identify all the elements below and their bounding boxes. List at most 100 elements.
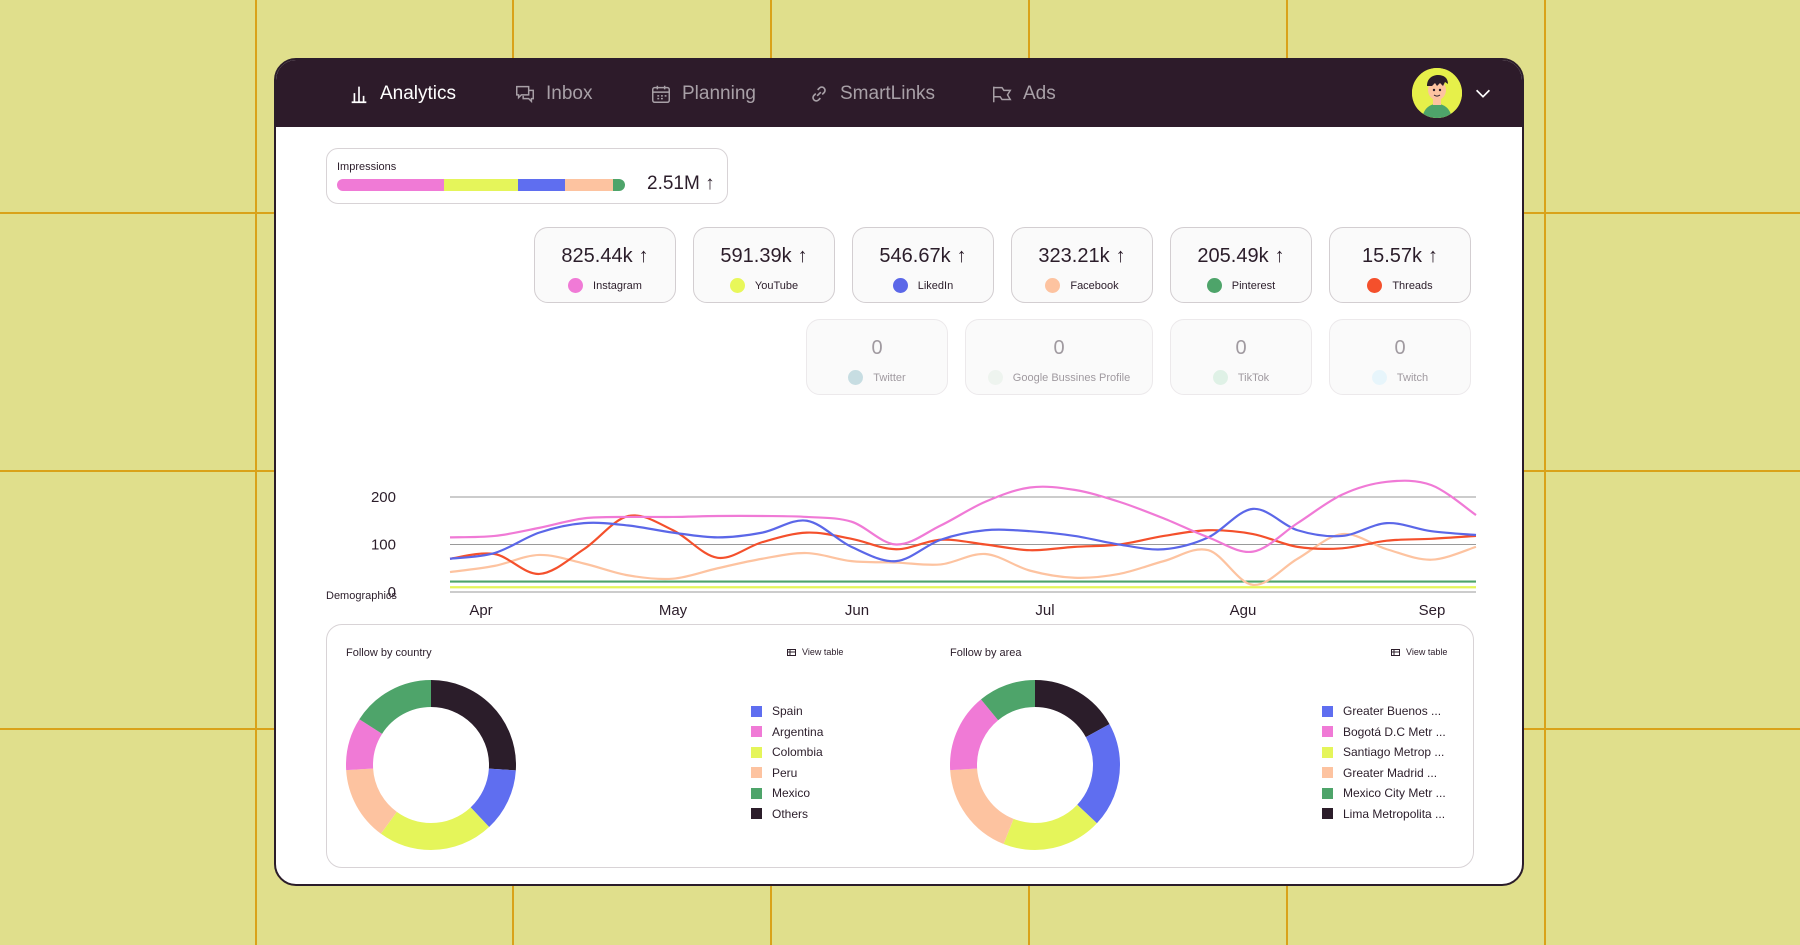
country-legend: Spain Argentina Colombia Peru Mexico Others: [751, 701, 823, 824]
nav-ads[interactable]: Ads: [991, 60, 1056, 127]
network-color-dot: [892, 278, 908, 293]
network-color-dot: [729, 278, 745, 293]
nav-planning[interactable]: Planning: [650, 60, 756, 127]
chat-icon: [516, 85, 534, 103]
nav-smartlinks[interactable]: SmartLinks: [808, 60, 935, 127]
stat-label-row: LikedIn: [853, 278, 993, 293]
stat-card-tiktok[interactable]: 0 TikTok: [1170, 319, 1312, 395]
stat-card-likedin[interactable]: 546.67k ↑ LikedIn: [852, 227, 994, 303]
x-tick-label: Jul: [1035, 602, 1054, 619]
megaphone-icon: [993, 86, 1012, 102]
stat-number: 591.39k: [720, 245, 792, 267]
network-color-dot: [568, 278, 584, 293]
table-icon: [787, 648, 796, 656]
bar-chart-icon: [351, 86, 367, 103]
stat-card-google-bussines-profile[interactable]: 0 Google Bussines Profile: [965, 319, 1153, 395]
legend-label: Lima Metropolita ...: [1343, 806, 1446, 821]
stat-label-row: Twitch: [1330, 370, 1470, 385]
country-view-table-button[interactable]: View table: [787, 647, 843, 657]
legend-label: Spain: [772, 704, 803, 719]
legend-item: Mexico: [751, 783, 823, 804]
stat-card-youtube[interactable]: 591.39k ↑ YouTube: [693, 227, 835, 303]
legend-label: Greater Madrid ...: [1343, 765, 1438, 780]
nav-analytics[interactable]: Analytics: [348, 60, 456, 127]
stat-card-pinterest[interactable]: 205.49k ↑ Pinterest: [1170, 227, 1312, 303]
background-gridline: [1544, 0, 1546, 945]
stat-value: 0: [807, 337, 947, 360]
legend-item: Santiago Metrop ...: [1322, 742, 1446, 763]
stat-label: Facebook: [1070, 279, 1119, 292]
stat-number: 0: [1053, 337, 1065, 359]
stat-value: 591.39k ↑: [694, 245, 834, 268]
stat-value: 0: [966, 337, 1152, 360]
arrow-up-icon: ↑: [956, 245, 967, 267]
y-tick-label: 200: [371, 489, 396, 506]
donut-slice: [950, 680, 1120, 850]
demographics-title: Demographics: [326, 590, 397, 602]
chevron-down-icon[interactable]: [1472, 82, 1494, 104]
legend-label: Greater Buenos ...: [1343, 704, 1442, 719]
view-table-label: View table: [1406, 647, 1448, 657]
impressions-segment: [564, 179, 614, 191]
country-panel-title: Follow by country: [346, 647, 432, 659]
stat-label-row: Instagram: [535, 278, 675, 293]
legend-label: Peru: [772, 765, 798, 780]
legend-swatch: [751, 705, 762, 717]
nav-inbox[interactable]: Inbox: [514, 60, 592, 127]
stat-number: 323.21k: [1038, 245, 1110, 267]
stat-value: 15.57k ↑: [1330, 245, 1470, 268]
area-legend: Greater Buenos ... Bogotá D.C Metr ... San…: [1322, 701, 1446, 824]
stat-label-row: Threads: [1330, 278, 1470, 293]
impressions-card: Impressions 2.51M ↑: [326, 148, 728, 204]
stat-value: 825.44k ↑: [535, 245, 675, 268]
stat-card-instagram[interactable]: 825.44k ↑ Instagram: [534, 227, 676, 303]
legend-swatch: [751, 746, 762, 758]
impressions-segment: [443, 179, 519, 191]
area-donut-chart: [950, 680, 1120, 850]
country-donut-chart: [346, 680, 516, 850]
donut-slice: [346, 680, 516, 850]
avatar[interactable]: [1412, 68, 1462, 118]
arrow-up-icon: ↑: [638, 245, 649, 267]
legend-swatch: [1322, 808, 1333, 820]
stat-label: YouTube: [754, 279, 799, 292]
legend-item: Greater Madrid ...: [1322, 763, 1446, 784]
area-view-table-button[interactable]: View table: [1391, 647, 1447, 657]
stat-label: Twitter: [873, 371, 906, 384]
arrow-up-icon: ↑: [1115, 245, 1126, 267]
stat-number: 15.57k: [1361, 245, 1423, 267]
stat-label: Pinterest: [1231, 279, 1276, 292]
stat-card-twitter[interactable]: 0 Twitter: [806, 319, 948, 395]
stat-card-facebook[interactable]: 323.21k ↑ Facebook: [1011, 227, 1153, 303]
stat-number: 0: [1235, 337, 1247, 359]
legend-swatch: [1322, 726, 1333, 738]
legend-item: Mexico City Metr ...: [1322, 783, 1446, 804]
legend-item: Colombia: [751, 742, 823, 763]
x-tick-label: Agu: [1230, 602, 1257, 619]
table-icon: [1391, 648, 1400, 656]
top-navbar: Analytics Inbox Planning SmartLinks Ads: [276, 60, 1522, 127]
stat-value: 0: [1330, 337, 1470, 360]
stat-card-twitch[interactable]: 0 Twitch: [1329, 319, 1471, 395]
area-panel-title: Follow by area: [950, 647, 1022, 659]
stat-label: Instagram: [593, 279, 642, 292]
donut-slice: [346, 680, 516, 850]
stat-value: 323.21k ↑: [1012, 245, 1152, 268]
legend-swatch: [1322, 767, 1333, 779]
impressions-bar: [337, 179, 625, 191]
stat-number: 0: [871, 337, 883, 359]
impressions-segment: [613, 179, 625, 191]
x-tick-label: May: [659, 602, 688, 619]
impressions-number: 2.51M: [647, 173, 700, 194]
legend-swatch: [751, 767, 762, 779]
legend-swatch: [751, 787, 762, 799]
nav-label: Planning: [682, 82, 756, 104]
stat-card-threads[interactable]: 15.57k ↑ Threads: [1329, 227, 1471, 303]
legend-item: Peru: [751, 763, 823, 784]
legend-label: Argentina: [772, 724, 824, 739]
legend-label: Bogotá D.C Metr ...: [1343, 724, 1446, 739]
network-color-dot: [1206, 278, 1222, 293]
stat-value: 546.67k ↑: [853, 245, 993, 268]
legend-swatch: [1322, 705, 1333, 717]
impressions-segment: [337, 179, 444, 191]
